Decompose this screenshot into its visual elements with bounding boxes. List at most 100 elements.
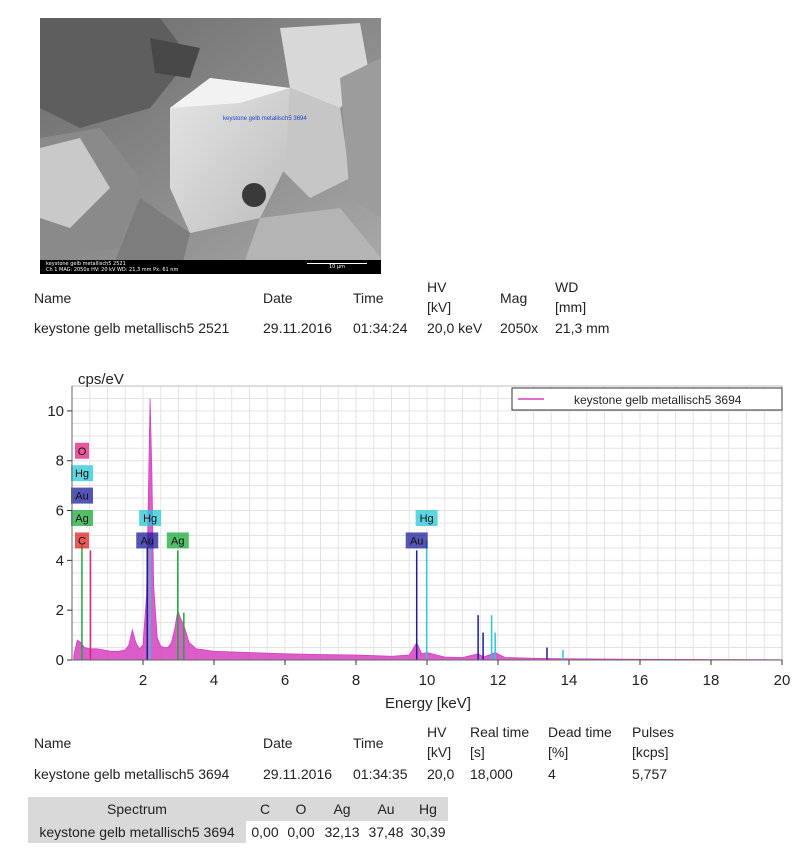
peak-label-box	[75, 442, 89, 459]
peak-label-hg: Hg	[71, 465, 93, 482]
header-hg: Hg	[419, 801, 437, 817]
peak-label-box	[71, 487, 93, 504]
quantification-header-row: Spectrum C O Ag Au Hg	[28, 797, 448, 821]
header-pulses: Pulses	[632, 724, 675, 740]
header-c: C	[259, 801, 271, 817]
value-time: 01:34:24	[353, 320, 408, 336]
y-tick-label: 10	[47, 403, 64, 420]
peak-label-o: O	[75, 442, 89, 459]
value-name: keystone gelb metallisch5 3694	[34, 766, 230, 782]
header-ag: Ag	[333, 801, 351, 817]
quantification-table: Spectrum C O Ag Au Hg keystone gelb meta…	[28, 797, 448, 845]
header-time: Time	[353, 290, 384, 306]
header-mag: Mag	[500, 290, 528, 306]
peak-label-text: Au	[75, 491, 88, 503]
peak-label-box	[166, 532, 189, 549]
sem-caption-bar: keystone gelb metallisch5 2521 Ch 1 MAG:…	[40, 260, 381, 274]
value-date: 29.11.2016	[263, 766, 333, 782]
peak-label-text: Hg	[143, 513, 157, 525]
peak-label-text: Ag	[75, 513, 88, 525]
chart-legend: keystone gelb metallisch5 3694	[511, 387, 783, 411]
x-tick-label: 14	[561, 672, 578, 689]
header-wd-unit: [mm]	[555, 299, 587, 315]
value-c: 0,00	[251, 824, 279, 840]
y-axis-label: cps/eV	[78, 371, 124, 388]
x-tick-label: 18	[703, 672, 720, 689]
legend-entry: keystone gelb metallisch5 3694	[574, 393, 742, 407]
edx-spectrum-chart: O Hg Au Ag C Hg Au Ag Hg Au 2 4 6 8 10 12 14 16 18 20 0 2 4 6 8…	[47, 371, 791, 712]
quantification-row: keystone gelb metallisch5 3694 0,00 0,00…	[28, 821, 448, 843]
value-hv: 20,0	[427, 766, 455, 782]
header-o: O	[295, 801, 307, 817]
spectrum-info-table: Name Date Time HV [kV] Real time [s] Dea…	[0, 721, 798, 785]
peak-label-text: Au	[410, 535, 423, 547]
header-name: Name	[34, 735, 72, 751]
legend-box	[511, 387, 783, 411]
sem-image-graphic	[40, 18, 381, 274]
x-tick-label: 12	[490, 672, 507, 689]
x-tick-label: 8	[352, 672, 360, 689]
chart-grid	[71, 385, 783, 661]
x-tick-label: 20	[774, 672, 791, 689]
value-hg: 30,39	[410, 824, 446, 840]
header-date: Date	[263, 290, 293, 306]
sem-scale-bar: 10 µm	[307, 263, 367, 270]
peak-label-text: Hg	[75, 468, 89, 480]
value-dead-time: 4	[548, 766, 556, 782]
peak-label-ag: Ag	[71, 510, 93, 527]
value-time: 01:34:35	[353, 766, 408, 782]
peak-label-text: Ag	[171, 535, 184, 547]
peak-labels: O Hg Au Ag C Hg Au Ag Hg Au	[71, 442, 438, 549]
y-tick-label: 8	[56, 453, 64, 470]
sem-micrograph: keystone gelb metallisch5 3694 keystone …	[40, 18, 381, 274]
peak-label-c: C	[75, 532, 89, 549]
value-hv: 20,0 keV	[427, 320, 483, 336]
peak-label-box	[71, 510, 93, 527]
header-real-time: Real time	[470, 724, 530, 740]
x-tick-label: 16	[632, 672, 649, 689]
peak-label-box	[71, 465, 93, 482]
peak-label-box	[405, 532, 428, 549]
peak-label-ag: Ag	[166, 532, 189, 549]
sem-caption-line1: keystone gelb metallisch5 2521	[46, 261, 126, 267]
value-real-time: 18,000	[470, 766, 513, 782]
header-hv-unit: [kV]	[427, 299, 452, 315]
y-tick-label: 2	[56, 602, 64, 619]
chart-axes: 2 4 6 8 10 12 14 16 18 20 0 2 4 6 8 10	[47, 385, 791, 689]
peak-label-text: Hg	[420, 513, 434, 525]
value-au: 37,48	[368, 824, 404, 840]
value-pulses: 5,757	[632, 766, 668, 782]
header-wd: WD	[555, 279, 579, 295]
peak-label-text: Au	[141, 535, 154, 547]
y-tick-label: 0	[56, 652, 64, 669]
header-date: Date	[263, 735, 293, 751]
header-time: Time	[353, 735, 384, 751]
header-hv-unit: [kV]	[427, 744, 452, 760]
header-real-time-unit: [s]	[470, 744, 485, 760]
peak-label-au: Au	[405, 532, 428, 549]
image-info-table: Name Date Time HV [kV] Mag WD [mm] keyst…	[0, 276, 798, 340]
header-pulses-unit: [kcps]	[632, 744, 669, 760]
sem-overlay-label: keystone gelb metallisch5 3694	[223, 116, 307, 122]
peak-label-box	[136, 532, 159, 549]
peak-label-box	[139, 510, 162, 527]
y-tick-label: 6	[56, 503, 64, 520]
peak-label-au: Au	[136, 532, 159, 549]
peak-label-box	[75, 532, 89, 549]
value-ag: 32,13	[324, 824, 360, 840]
x-axis-label: Energy [keV]	[385, 695, 471, 712]
header-hv: HV	[427, 724, 447, 740]
peak-label-hg: Hg	[415, 510, 438, 527]
peak-label-box	[415, 510, 438, 527]
header-au: Au	[377, 801, 395, 817]
sem-caption-line2: Ch 1 MAG: 2050x HV: 20 kV WD: 21,3 mm Px…	[46, 267, 179, 273]
value-mag: 2050x	[500, 320, 539, 336]
value-name: keystone gelb metallisch5 2521	[34, 320, 230, 336]
peak-label-au: Au	[71, 487, 93, 504]
value-o: 0,00	[287, 824, 315, 840]
value-spectrum: keystone gelb metallisch5 3694	[28, 821, 246, 843]
value-date: 29.11.2016	[263, 320, 333, 336]
header-dead-time: Dead time	[548, 724, 612, 740]
peak-label-text: C	[78, 535, 86, 547]
x-tick-label: 4	[210, 672, 218, 689]
